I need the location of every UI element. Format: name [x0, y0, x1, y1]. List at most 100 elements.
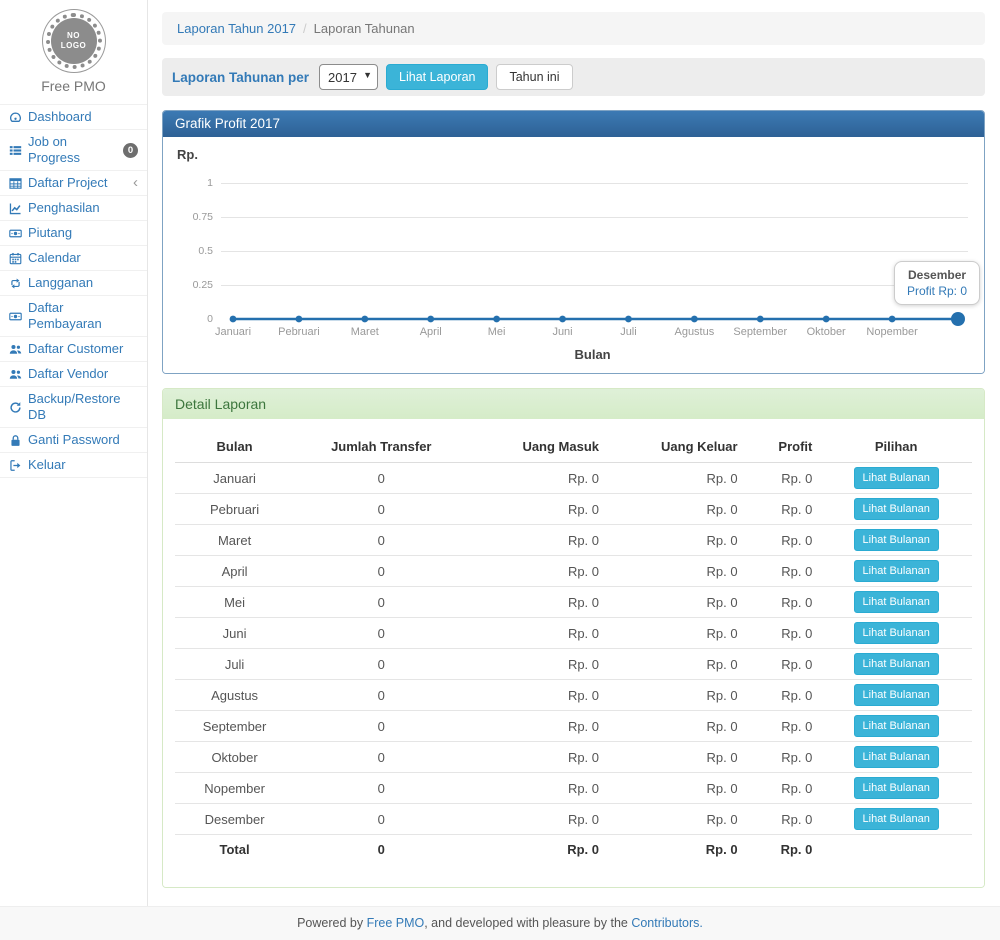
- lihat-bulanan-button[interactable]: Lihat Bulanan: [854, 498, 939, 520]
- y-tick-label: 0.5: [177, 245, 213, 257]
- total-jumlah-transfer: 0: [294, 835, 468, 862]
- sidebar-item-label: Backup/Restore DB: [28, 391, 138, 423]
- profit-line-chart: Rp. 00.250.50.751 JanuariPebruariMaretAp…: [163, 137, 984, 373]
- sidebar-item-daftar-project[interactable]: Daftar Project‹: [0, 170, 147, 195]
- cell-bulan: Nopember: [175, 773, 294, 804]
- sidebar-item-penghasilan[interactable]: Penghasilan: [0, 195, 147, 220]
- sign-out-icon: [9, 459, 22, 472]
- lihat-bulanan-button[interactable]: Lihat Bulanan: [854, 715, 939, 737]
- table-row: Desember0Rp. 0Rp. 0Rp. 0Lihat Bulanan: [175, 804, 972, 835]
- column-header-uang-masuk: Uang Masuk: [468, 431, 607, 463]
- logo-text-line2: LOGO: [61, 41, 87, 51]
- cell-pilihan: Lihat Bulanan: [820, 680, 972, 711]
- cell-uang-masuk: Rp. 0: [468, 618, 607, 649]
- lihat-bulanan-button[interactable]: Lihat Bulanan: [854, 622, 939, 644]
- cell-pilihan: Lihat Bulanan: [820, 804, 972, 835]
- lihat-laporan-button[interactable]: Lihat Laporan: [386, 64, 488, 90]
- sidebar-item-label: Ganti Password: [28, 432, 120, 448]
- cell-uang-masuk: Rp. 0: [468, 680, 607, 711]
- table-header-row: BulanJumlah TransferUang MasukUang Kelua…: [175, 431, 972, 463]
- cell-bulan: April: [175, 556, 294, 587]
- lock-icon: [9, 434, 22, 447]
- filter-label: Laporan Tahunan per: [172, 70, 309, 85]
- cell-uang-keluar: Rp. 0: [607, 525, 746, 556]
- cell-pilihan: Lihat Bulanan: [820, 463, 972, 494]
- logo-box: NO LOGO Free PMO: [0, 0, 147, 94]
- cell-pilihan: Lihat Bulanan: [820, 525, 972, 556]
- lihat-bulanan-button[interactable]: Lihat Bulanan: [854, 591, 939, 613]
- total-profit: Rp. 0: [746, 835, 821, 862]
- cell-profit: Rp. 0: [746, 680, 821, 711]
- list-icon: [9, 144, 22, 157]
- lihat-bulanan-button[interactable]: Lihat Bulanan: [854, 529, 939, 551]
- cell-uang-keluar: Rp. 0: [607, 618, 746, 649]
- table-row: Mei0Rp. 0Rp. 0Rp. 0Lihat Bulanan: [175, 587, 972, 618]
- cell-uang-masuk: Rp. 0: [468, 494, 607, 525]
- sidebar-item-ganti-password[interactable]: Ganti Password: [0, 427, 147, 452]
- detail-panel-body: BulanJumlah TransferUang MasukUang Kelua…: [163, 419, 984, 887]
- sidebar-item-daftar-vendor[interactable]: Daftar Vendor: [0, 361, 147, 386]
- y-tick-label: 0.25: [177, 279, 213, 291]
- total-label: Total: [175, 835, 294, 862]
- sidebar-item-label: Penghasilan: [28, 200, 100, 216]
- sidebar-item-label: Daftar Pembayaran: [28, 300, 138, 332]
- cell-profit: Rp. 0: [746, 556, 821, 587]
- sidebar-item-daftar-pembayaran[interactable]: Daftar Pembayaran: [0, 295, 147, 336]
- sidebar-item-daftar-customer[interactable]: Daftar Customer: [0, 336, 147, 361]
- sidebar-item-dashboard[interactable]: Dashboard: [0, 104, 147, 129]
- cell-uang-masuk: Rp. 0: [468, 773, 607, 804]
- breadcrumb-link-laporan-tahun[interactable]: Laporan Tahun 2017: [177, 21, 296, 36]
- chart-plot-area: 00.250.50.751: [177, 179, 968, 319]
- brand-name: Free PMO: [0, 78, 147, 94]
- page-footer: Powered by Free PMO, and developed with …: [0, 906, 1000, 940]
- cell-uang-masuk: Rp. 0: [468, 556, 607, 587]
- cell-uang-keluar: Rp. 0: [607, 773, 746, 804]
- users-icon: [9, 343, 22, 356]
- footer-link-contributors[interactable]: Contributors.: [631, 916, 703, 930]
- retweet-icon: [9, 277, 22, 290]
- cell-bulan: Mei: [175, 587, 294, 618]
- year-select-wrap: 2017 ▼: [319, 64, 378, 90]
- sidebar-item-label: Job on Progress: [28, 134, 117, 166]
- sidebar-item-langganan[interactable]: Langganan: [0, 270, 147, 295]
- cell-uang-keluar: Rp. 0: [607, 804, 746, 835]
- main-content: Laporan Tahun 2017/Laporan Tahunan Lapor…: [148, 0, 1000, 906]
- cell-uang-keluar: Rp. 0: [607, 649, 746, 680]
- cell-pilihan: Lihat Bulanan: [820, 494, 972, 525]
- lihat-bulanan-button[interactable]: Lihat Bulanan: [854, 560, 939, 582]
- cell-bulan: Pebruari: [175, 494, 294, 525]
- sidebar-item-label: Keluar: [28, 457, 66, 473]
- sidebar-item-label: Daftar Vendor: [28, 366, 108, 382]
- y-tick-label: 0: [177, 313, 213, 325]
- table-total-row: Total 0 Rp. 0 Rp. 0 Rp. 0: [175, 835, 972, 862]
- badge-count: 0: [123, 143, 138, 158]
- lihat-bulanan-button[interactable]: Lihat Bulanan: [854, 653, 939, 675]
- cell-jumlah-transfer: 0: [294, 711, 468, 742]
- footer-link-free-pmo[interactable]: Free PMO: [367, 916, 425, 930]
- lihat-bulanan-button[interactable]: Lihat Bulanan: [854, 746, 939, 768]
- cell-bulan: Oktober: [175, 742, 294, 773]
- tahun-ini-button[interactable]: Tahun ini: [496, 64, 572, 90]
- sidebar-item-keluar[interactable]: Keluar: [0, 452, 147, 477]
- cell-pilihan: Lihat Bulanan: [820, 742, 972, 773]
- cell-uang-masuk: Rp. 0: [468, 649, 607, 680]
- lihat-bulanan-button[interactable]: Lihat Bulanan: [854, 684, 939, 706]
- lihat-bulanan-button[interactable]: Lihat Bulanan: [854, 808, 939, 830]
- cell-jumlah-transfer: 0: [294, 587, 468, 618]
- lihat-bulanan-button[interactable]: Lihat Bulanan: [854, 467, 939, 489]
- refresh-icon: [9, 401, 22, 414]
- breadcrumb-current: Laporan Tahunan: [314, 21, 415, 36]
- table-icon: [9, 177, 22, 190]
- cell-bulan: Desember: [175, 804, 294, 835]
- sidebar-item-label: Calendar: [28, 250, 81, 266]
- sidebar-item-backup-restore-db[interactable]: Backup/Restore DB: [0, 386, 147, 427]
- cell-bulan: September: [175, 711, 294, 742]
- lihat-bulanan-button[interactable]: Lihat Bulanan: [854, 777, 939, 799]
- year-select[interactable]: 2017: [319, 64, 378, 90]
- table-row: Maret0Rp. 0Rp. 0Rp. 0Lihat Bulanan: [175, 525, 972, 556]
- sidebar-item-job-on-progress[interactable]: Job on Progress 0: [0, 129, 147, 170]
- line-chart-icon: [9, 202, 22, 215]
- sidebar-item-calendar[interactable]: Calendar: [0, 245, 147, 270]
- tooltip-value: Profit Rp: 0: [907, 283, 967, 299]
- sidebar-item-piutang[interactable]: Piutang: [0, 220, 147, 245]
